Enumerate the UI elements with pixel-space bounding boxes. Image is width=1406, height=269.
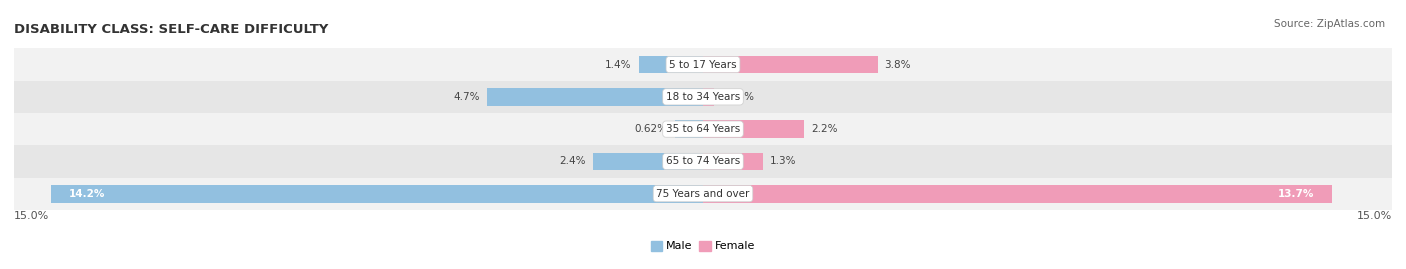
Text: 14.2%: 14.2% <box>69 189 105 199</box>
Bar <box>703 56 877 73</box>
Text: 0.62%: 0.62% <box>634 124 668 134</box>
Text: 1.3%: 1.3% <box>769 156 796 167</box>
Text: 15.0%: 15.0% <box>14 211 49 221</box>
Text: 3.8%: 3.8% <box>884 59 911 70</box>
Text: 4.7%: 4.7% <box>454 92 481 102</box>
Bar <box>638 56 703 73</box>
Text: Source: ZipAtlas.com: Source: ZipAtlas.com <box>1274 19 1385 29</box>
Bar <box>703 88 714 106</box>
Text: 35 to 64 Years: 35 to 64 Years <box>666 124 740 134</box>
Bar <box>703 120 804 138</box>
Bar <box>14 145 1392 178</box>
Text: 2.2%: 2.2% <box>811 124 838 134</box>
Text: 2.4%: 2.4% <box>560 156 586 167</box>
Text: 1.4%: 1.4% <box>606 59 631 70</box>
Bar <box>675 120 703 138</box>
Text: 18 to 34 Years: 18 to 34 Years <box>666 92 740 102</box>
Bar <box>14 178 1392 210</box>
Bar <box>14 48 1392 81</box>
Bar <box>486 88 703 106</box>
Text: 65 to 74 Years: 65 to 74 Years <box>666 156 740 167</box>
Bar <box>703 153 762 170</box>
Text: 0.25%: 0.25% <box>721 92 755 102</box>
Text: DISABILITY CLASS: SELF-CARE DIFFICULTY: DISABILITY CLASS: SELF-CARE DIFFICULTY <box>14 23 329 36</box>
Bar <box>51 185 703 203</box>
Text: 75 Years and over: 75 Years and over <box>657 189 749 199</box>
Bar <box>14 81 1392 113</box>
Text: 5 to 17 Years: 5 to 17 Years <box>669 59 737 70</box>
Bar <box>14 113 1392 145</box>
Text: 15.0%: 15.0% <box>1357 211 1392 221</box>
Legend: Male, Female: Male, Female <box>647 236 759 256</box>
Bar <box>593 153 703 170</box>
Bar <box>703 185 1333 203</box>
Text: 13.7%: 13.7% <box>1278 189 1313 199</box>
